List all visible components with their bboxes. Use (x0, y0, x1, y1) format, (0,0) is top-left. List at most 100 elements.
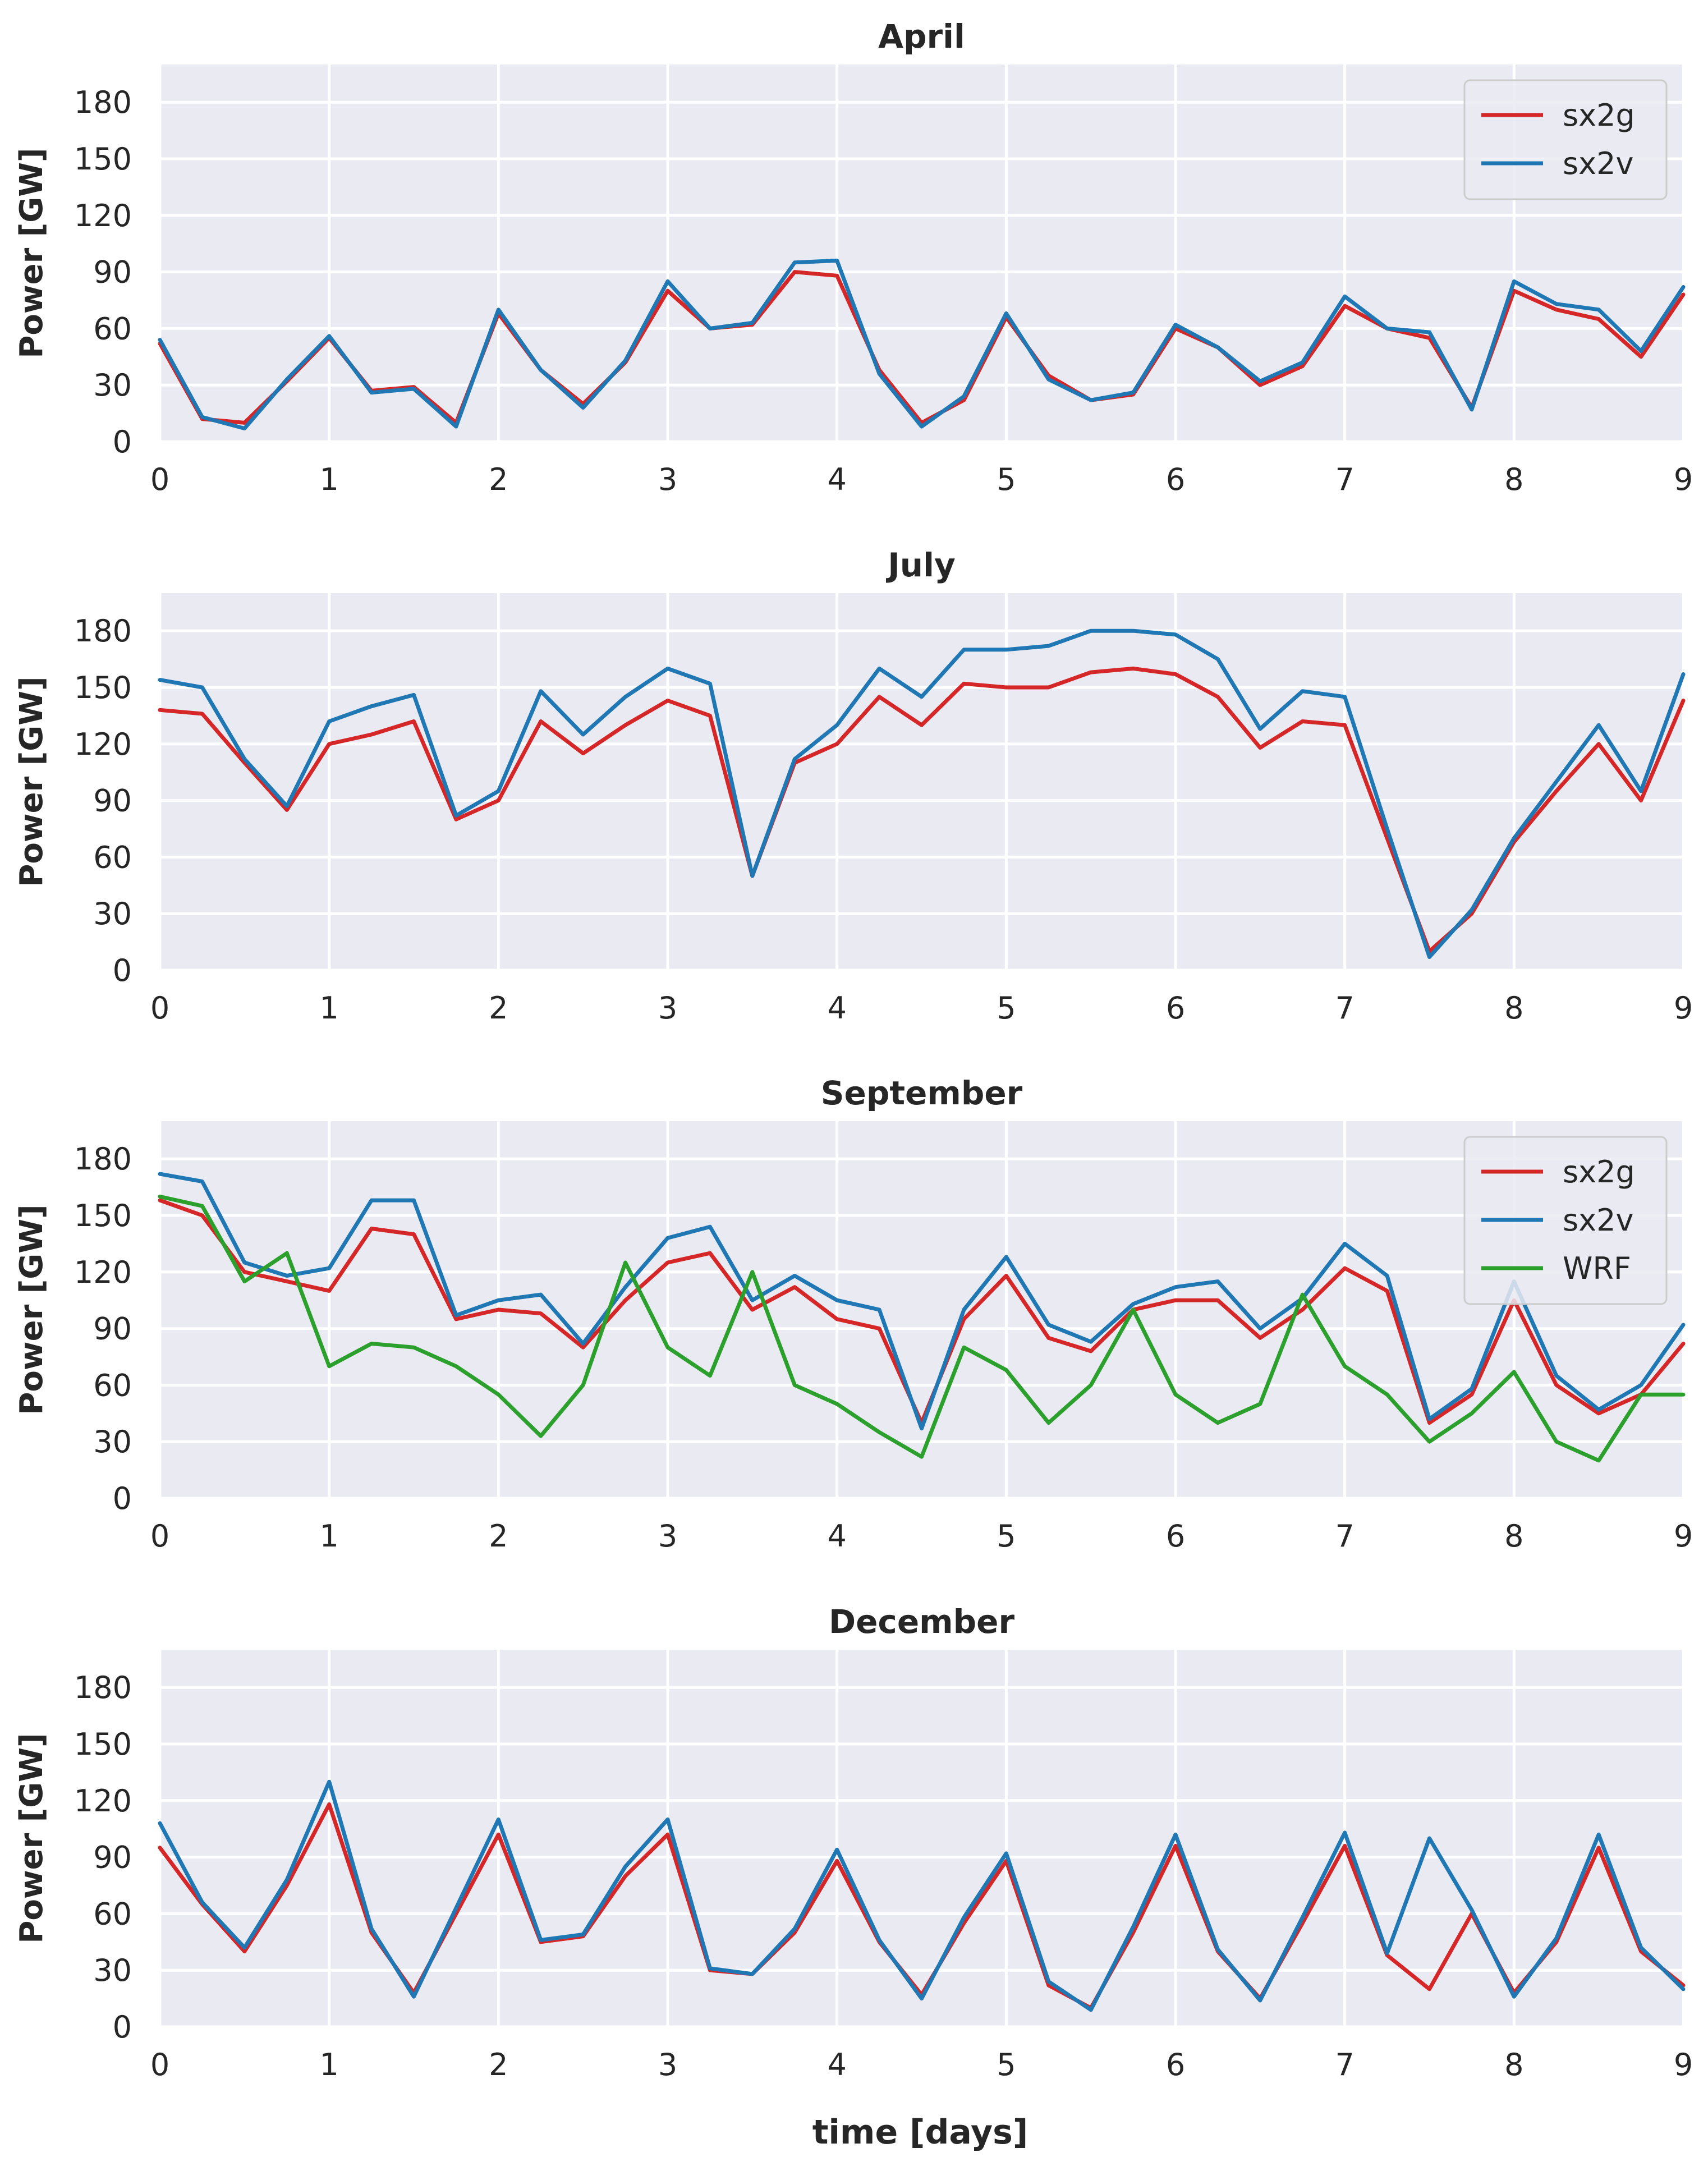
x-tick-label: 2 (489, 462, 508, 497)
series-line-sx2v (158, 628, 1686, 959)
legend-box (1463, 1136, 1668, 1305)
x-tick-label: 6 (1166, 1518, 1185, 1554)
plot-area (160, 593, 1683, 970)
legend-label: sx2g (1563, 1154, 1635, 1190)
x-tick-label: 4 (827, 462, 846, 497)
x-tick-label: 9 (1674, 1518, 1693, 1554)
y-tick-label: 150 (74, 670, 132, 705)
y-axis-label: Power [GW] (13, 148, 50, 358)
plot-area (160, 1121, 1683, 1498)
y-tick-label: 180 (74, 613, 132, 649)
series-line-wrf (158, 1194, 1686, 1463)
legend-label: sx2g (1563, 98, 1635, 133)
series-line-sx2v (158, 1779, 1686, 2012)
x-tick-label: 0 (150, 2047, 169, 2082)
x-tick-label: 4 (827, 1518, 846, 1554)
panel-title: September (821, 1074, 1023, 1112)
y-tick-label: 180 (74, 1670, 132, 1705)
x-tick-label: 1 (319, 1518, 338, 1554)
y-tick-label: 180 (74, 85, 132, 120)
legend-box (1463, 79, 1668, 200)
x-tick-label: 2 (489, 2047, 508, 2082)
x-tick-label: 1 (319, 2047, 338, 2082)
series-line-sx2v (158, 1172, 1686, 1431)
x-tick-label: 7 (1335, 462, 1354, 497)
y-tick-label: 30 (93, 1953, 132, 1988)
legend: sx2g sx2v (1463, 79, 1668, 200)
plot-area (160, 65, 1683, 442)
x-tick-label: 3 (658, 990, 677, 1026)
y-tick-label: 30 (93, 368, 132, 403)
x-tick-label: 9 (1674, 2047, 1693, 2082)
x-tick-label: 8 (1504, 462, 1523, 497)
y-tick-label: 150 (74, 141, 132, 177)
y-tick-label: 60 (93, 839, 132, 875)
panel-september: 0 1 2 3 4 5 6 7 8 90306090120150180SeptemberPower… (13, 1074, 1693, 1554)
y-tick-label: 120 (74, 727, 132, 762)
x-tick-label: 5 (997, 462, 1016, 497)
panel-december: 0 1 2 3 4 5 6 7 8 90306090120150180DecemberPower … (13, 1603, 1693, 2082)
panel-title: December (829, 1603, 1014, 1641)
x-tick-label: 3 (658, 462, 677, 497)
y-tick-label: 0 (113, 953, 132, 988)
panel-title: July (885, 546, 956, 584)
x-tick-label: 6 (1166, 462, 1185, 497)
y-tick-label: 30 (93, 896, 132, 931)
x-tick-label: 4 (827, 2047, 846, 2082)
x-tick-label: 7 (1335, 990, 1354, 1026)
y-axis-label: Power [GW] (13, 676, 50, 887)
panel-title: April (878, 17, 965, 56)
x-tick-label: 0 (150, 990, 169, 1026)
x-tick-label: 1 (319, 990, 338, 1026)
y-tick-label: 90 (93, 255, 132, 290)
y-tick-label: 120 (74, 1783, 132, 1819)
x-tick-label: 3 (658, 2047, 677, 2082)
legend-label: WRF (1563, 1251, 1631, 1286)
x-tick-label: 9 (1674, 990, 1693, 1026)
x-tick-label: 3 (658, 1518, 677, 1554)
x-axis-label: time [days] (812, 2113, 1029, 2152)
x-tick-label: 0 (150, 1518, 169, 1554)
x-tick-label: 5 (997, 2047, 1016, 2082)
legend-label: sx2v (1563, 1203, 1633, 1238)
x-tick-label: 8 (1504, 2047, 1523, 2082)
x-tick-label: 8 (1504, 990, 1523, 1026)
y-tick-label: 90 (93, 1311, 132, 1347)
y-tick-label: 120 (74, 198, 132, 233)
x-tick-label: 9 (1674, 462, 1693, 497)
x-tick-label: 8 (1504, 1518, 1523, 1554)
x-tick-label: 2 (489, 1518, 508, 1554)
x-tick-label: 7 (1335, 2047, 1354, 2082)
y-tick-label: 0 (113, 2009, 132, 2045)
legend: sx2g sx2v WRF (1463, 1136, 1668, 1305)
x-tick-label: 6 (1166, 990, 1185, 1026)
y-tick-label: 0 (113, 424, 132, 460)
y-tick-label: 60 (93, 311, 132, 346)
x-tick-label: 0 (150, 462, 169, 497)
x-tick-label: 1 (319, 462, 338, 497)
y-tick-label: 90 (93, 783, 132, 819)
y-tick-label: 150 (74, 1727, 132, 1762)
x-tick-label: 6 (1166, 2047, 1185, 2082)
y-tick-label: 30 (93, 1424, 132, 1460)
y-tick-label: 60 (93, 1367, 132, 1403)
x-tick-label: 2 (489, 990, 508, 1026)
x-tick-label: 5 (997, 1518, 1016, 1554)
x-tick-label: 4 (827, 990, 846, 1026)
y-axis-label: Power [GW] (13, 1204, 50, 1415)
y-tick-label: 120 (74, 1255, 132, 1290)
y-tick-label: 90 (93, 1840, 132, 1875)
y-tick-label: 150 (74, 1198, 132, 1233)
legend-label: sx2v (1563, 146, 1633, 181)
y-tick-label: 0 (113, 1481, 132, 1516)
x-tick-label: 7 (1335, 1518, 1354, 1554)
y-axis-label: Power [GW] (13, 1733, 50, 1943)
y-tick-label: 60 (93, 1896, 132, 1931)
series-line-sx2v (158, 258, 1686, 430)
x-tick-label: 5 (997, 990, 1016, 1026)
y-tick-label: 180 (74, 1141, 132, 1177)
